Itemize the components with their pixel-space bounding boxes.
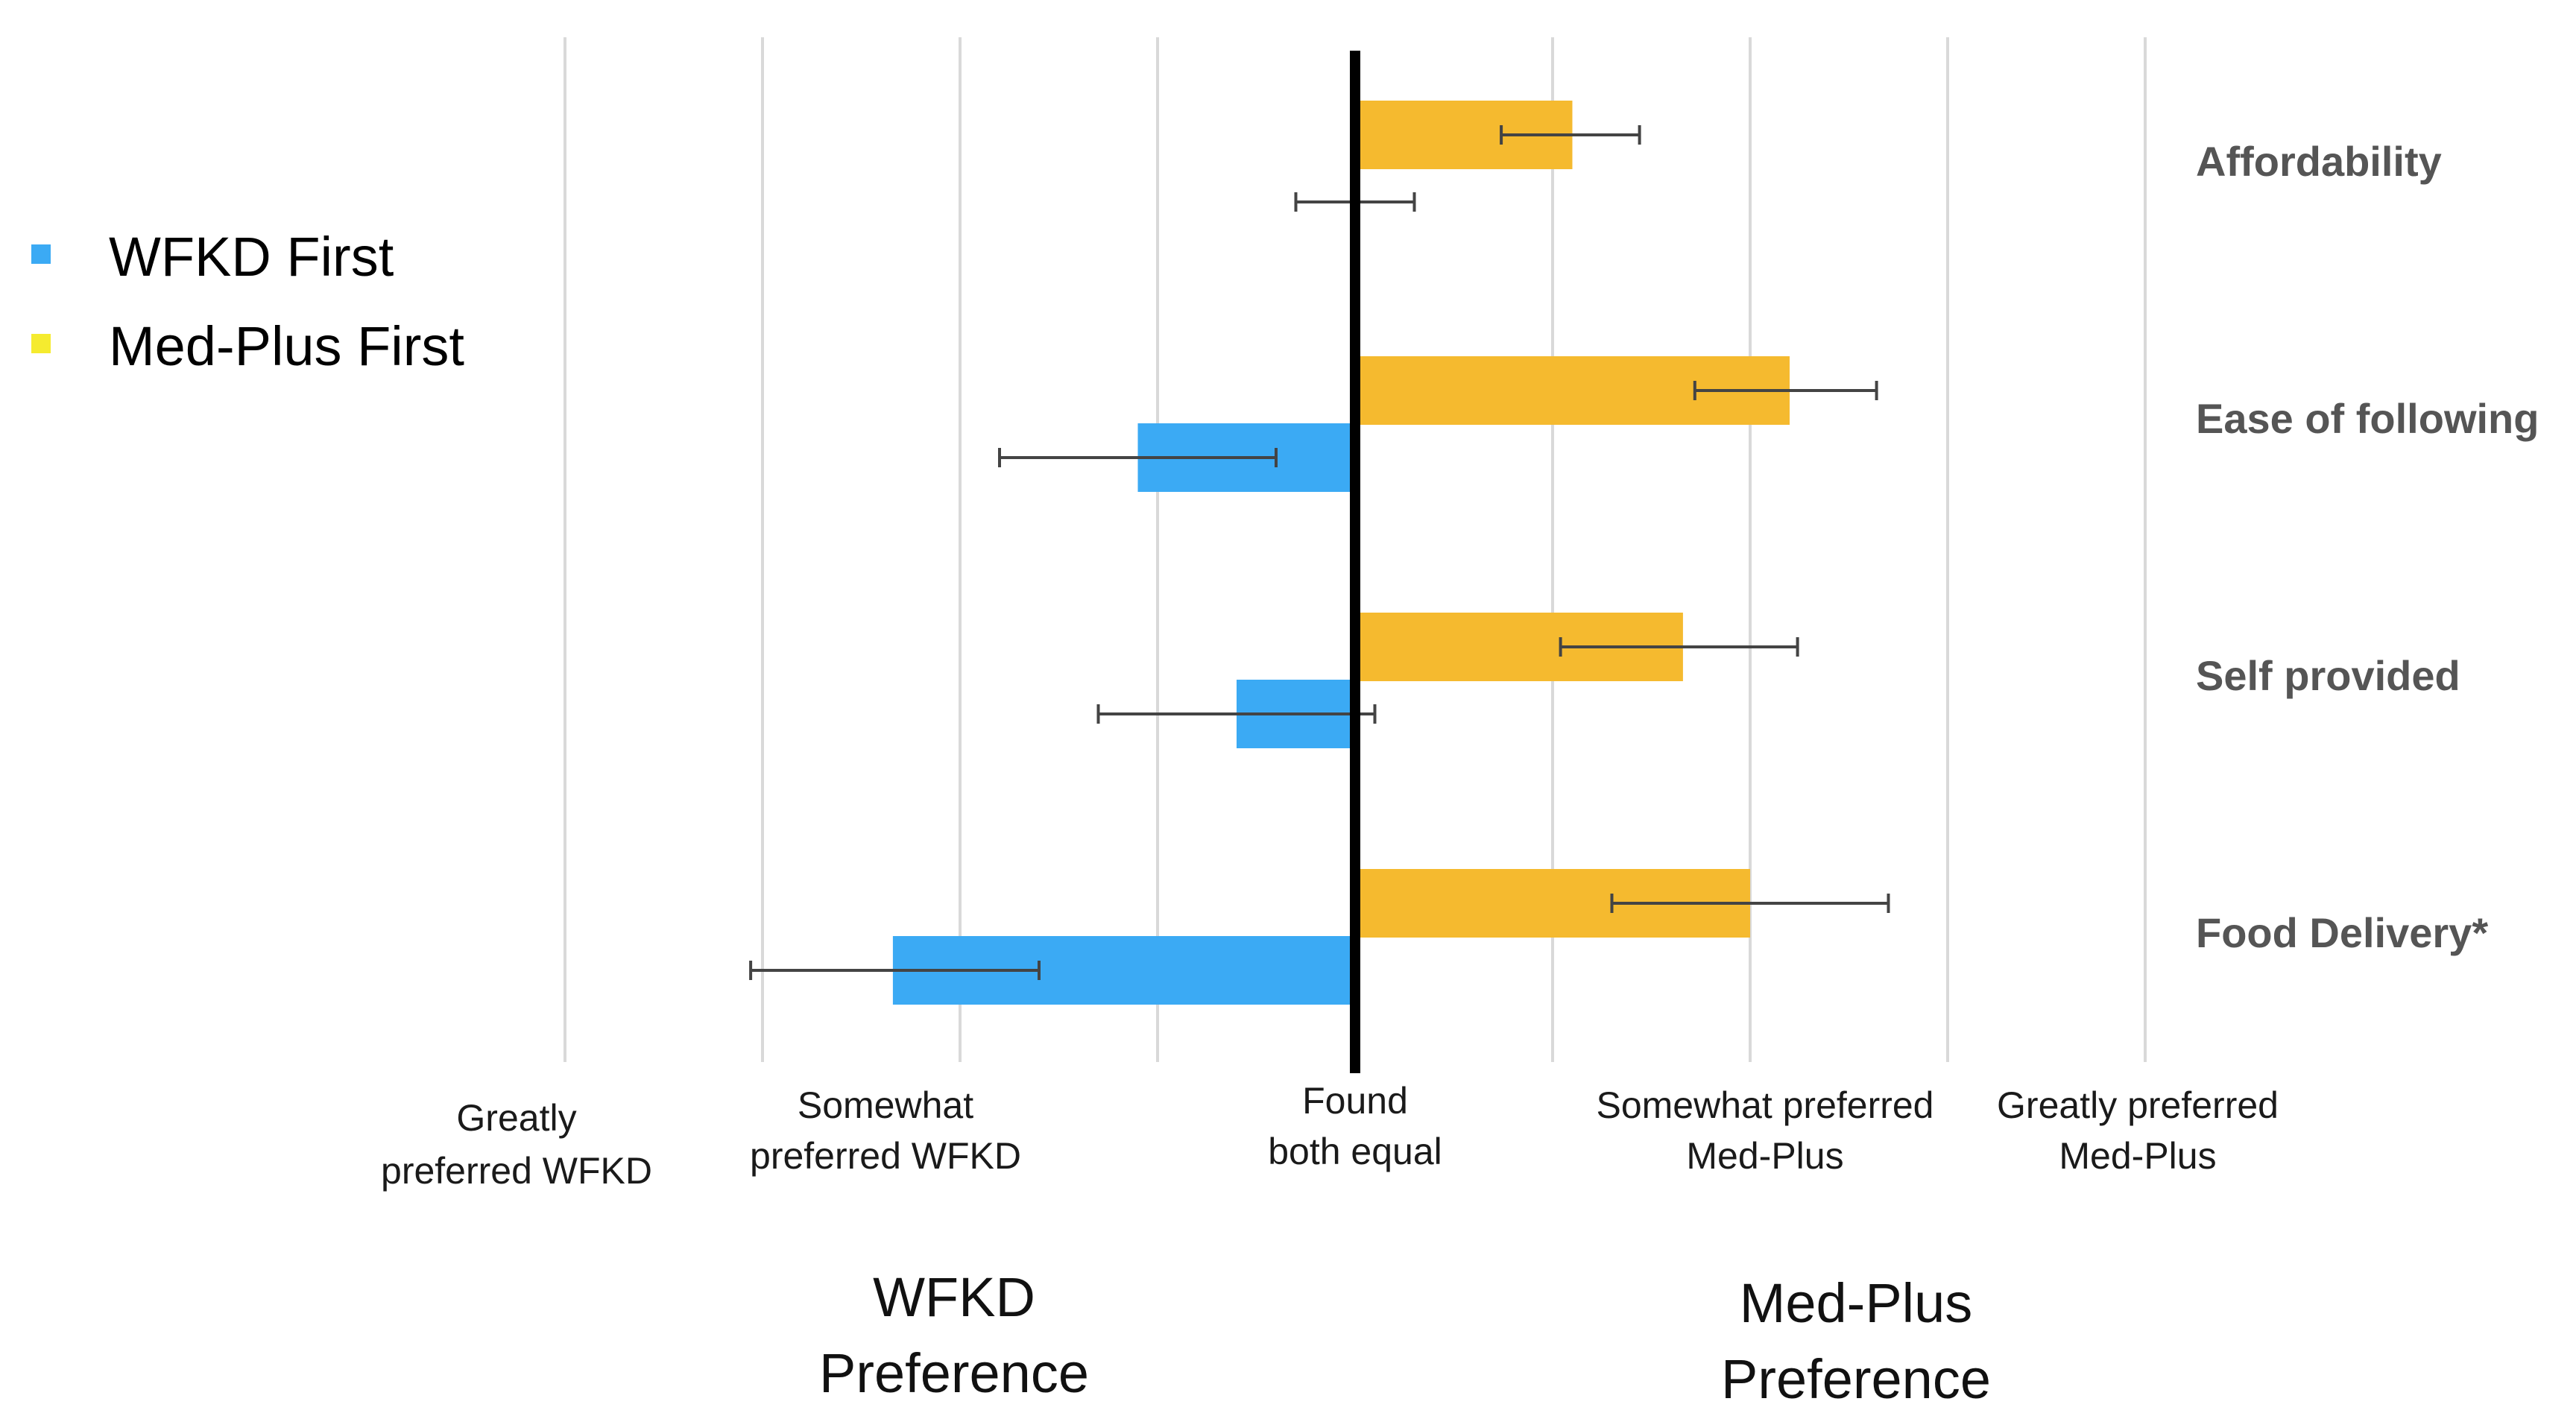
x-tick-label: Med-Plus	[2059, 1135, 2216, 1177]
error-bar-med-plus-first-affordability	[1500, 125, 1641, 145]
preference-label-right: Med-Plus Preference	[1721, 1272, 1991, 1410]
x-tick-label: Found	[1302, 1080, 1408, 1122]
preference-label-left-line-2: Preference	[819, 1342, 1089, 1404]
x-tick-label: preferred WFKD	[381, 1150, 652, 1192]
preference-label-right-line-1: Med-Plus	[1740, 1272, 1973, 1334]
x-tick-label: preferred WFKD	[750, 1135, 1021, 1177]
preference-label-right-line-2: Preference	[1721, 1348, 1991, 1410]
preference-label-left: WFKD Preference	[819, 1266, 1089, 1404]
x-tick-label: Greatly preferred	[1997, 1084, 2279, 1126]
error-bar-wfkd-first-ease-of-following	[998, 448, 1278, 467]
legend-label-wfkd-first: WFKD First	[109, 226, 394, 288]
bars	[892, 101, 1790, 1005]
category-label-ease-of-following: Ease of following	[2196, 395, 2539, 442]
category-label-self-provided: Self provided	[2196, 652, 2460, 699]
x-tick-label: both equal	[1268, 1131, 1442, 1172]
error-bar-wfkd-first-self-provided	[1096, 704, 1377, 724]
preference-label-left-line-1: WFKD	[873, 1266, 1035, 1328]
x-tick-label: Somewhat preferred	[1596, 1084, 1933, 1126]
category-label-affordability: Affordability	[2196, 138, 2442, 185]
legend-swatch-med-plus-first	[31, 334, 51, 353]
category-labels: Affordability Ease of following Self provi…	[2196, 138, 2539, 956]
error-bar-wfkd-first-food-delivery	[749, 961, 1041, 980]
x-tick-label: Greatly	[456, 1097, 576, 1139]
error-bar-med-plus-first-food-delivery	[1610, 894, 1890, 913]
error-bar-med-plus-first-ease-of-following	[1693, 381, 1878, 400]
legend-label-med-plus-first: Med-Plus First	[109, 315, 464, 377]
error-bar-med-plus-first-self-provided	[1559, 637, 1799, 657]
error-bars	[749, 125, 1890, 980]
x-tick-label: Somewhat	[798, 1084, 973, 1126]
gridlines	[564, 37, 2147, 1062]
category-label-food-delivery: Food Delivery*	[2196, 909, 2488, 956]
x-tick-labels: Greatly preferred WFKD Somewhat preferred W…	[381, 1080, 2279, 1192]
legend-swatch-wfkd-first	[31, 244, 51, 264]
legend: WFKD First Med-Plus First	[31, 226, 464, 377]
x-tick-label: Med-Plus	[1686, 1135, 1843, 1177]
